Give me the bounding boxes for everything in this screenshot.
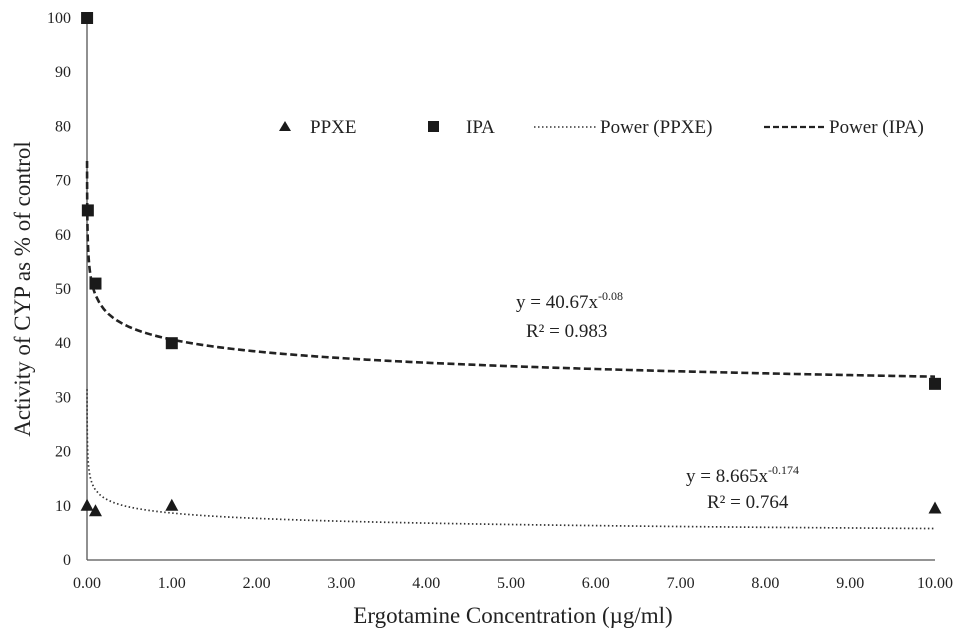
x-axis-title: Ergotamine Concentration (µg/ml) [353, 603, 672, 628]
x-tick-label: 5.00 [497, 575, 525, 592]
legend-ppxe-triangle-icon [279, 121, 291, 131]
ppxe-triangle-marker [80, 498, 94, 511]
ppxe-triangle-marker [928, 501, 942, 514]
x-tick-label: 10.00 [917, 575, 953, 592]
x-tick-label: 1.00 [158, 575, 186, 592]
ppxe-equation-exponent: -0.174 [768, 463, 799, 477]
legend-power-ipa-label: Power (IPA) [829, 117, 924, 138]
y-tick-label: 100 [47, 10, 71, 27]
legend-ipa-label: IPA [466, 117, 495, 138]
y-axis-title: Activity of CYP as % of control [10, 141, 35, 437]
x-tick-label: 6.00 [582, 575, 610, 592]
y-tick-labels: 0 10 20 30 40 50 60 70 80 90 100 [47, 10, 71, 569]
y-tick-label: 40 [55, 335, 71, 352]
y-tick-label: 10 [55, 498, 71, 515]
power-ppxe-trendline [86, 389, 936, 530]
legend-ppxe-label: PPXE [310, 117, 356, 138]
ipa-equation-main: y = 40.67x [516, 292, 598, 313]
x-tick-label: 2.00 [243, 575, 271, 592]
ipa-r-squared-label: R² = 0.983 [526, 321, 607, 342]
y-tick-label: 90 [55, 64, 71, 81]
ppxe-triangle-marker [88, 504, 102, 517]
y-tick-label: 80 [55, 118, 71, 135]
x-tick-label: 9.00 [836, 575, 864, 592]
x-tick-label: 3.00 [327, 575, 355, 592]
ipa-square-marker [165, 337, 178, 350]
ipa-equation-exponent: -0.08 [598, 289, 623, 303]
ipa-square-marker [929, 377, 941, 390]
x-tick-label: 7.00 [667, 575, 695, 592]
ppxe-equation-main: y = 8.665x [686, 466, 768, 487]
legend: PPXE IPA Power (PPXE) Power (IPA) [279, 117, 924, 138]
x-tick-labels: 0.00 1.00 2.00 3.00 4.00 5.00 6.00 7.00 8.00 9.00… [73, 575, 953, 592]
power-ipa-trendline [85, 160, 936, 378]
x-tick-label: 0.00 [73, 575, 101, 592]
ppxe-triangle-marker [165, 498, 179, 511]
y-tick-label: 70 [55, 173, 71, 190]
ipa-equation-label: y = 40.67x-0.08 [516, 289, 623, 313]
ppxe-r-squared-label: R² = 0.764 [707, 492, 789, 513]
ipa-square-marker [89, 277, 102, 290]
ppxe-equation-label: y = 8.665x-0.174 [686, 463, 799, 487]
y-tick-label: 30 [55, 389, 71, 406]
y-tick-label: 60 [55, 227, 71, 244]
legend-ipa-square-icon [428, 121, 439, 132]
data-markers [80, 12, 942, 517]
y-tick-label: 50 [55, 281, 71, 298]
y-tick-label: 0 [63, 552, 71, 569]
x-tick-label: 4.00 [412, 575, 440, 592]
ipa-square-marker [81, 12, 94, 24]
trendlines [85, 160, 936, 530]
legend-power-ppxe-label: Power (PPXE) [600, 117, 712, 138]
x-tick-label: 8.00 [751, 575, 779, 592]
ipa-square-marker [81, 204, 94, 217]
y-tick-label: 20 [55, 444, 71, 461]
